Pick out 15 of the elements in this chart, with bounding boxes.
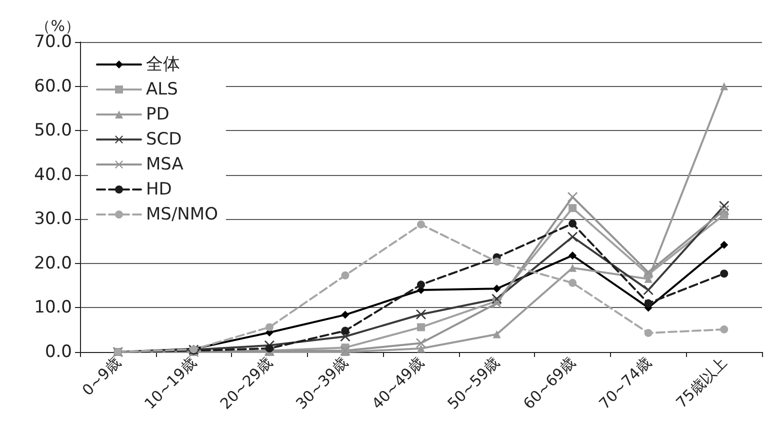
y-tick-label: 0.0 [44, 342, 72, 362]
legend-label: MS/NMO [146, 204, 218, 224]
legend-label: ALS [146, 80, 178, 100]
legend-label: SCD [146, 130, 182, 150]
y-tick-label: 60.0 [34, 76, 72, 96]
legend-label: PD [146, 104, 170, 124]
legend-label: 全体 [146, 54, 180, 74]
legend-label: MSA [146, 154, 184, 174]
legend-label: HD [146, 180, 172, 200]
y-tick-label: 20.0 [34, 253, 72, 274]
y-tick-label: 40.0 [34, 164, 72, 185]
y-tick-label: 10.0 [34, 298, 72, 318]
y-tick-label: 50.0 [34, 120, 72, 141]
y-tick-label: 30.0 [34, 209, 72, 230]
x-tick-label: 75歳以上 [672, 354, 730, 412]
